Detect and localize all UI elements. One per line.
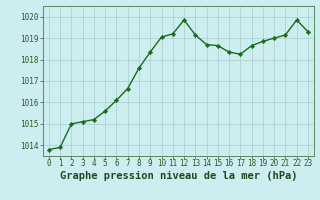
X-axis label: Graphe pression niveau de la mer (hPa): Graphe pression niveau de la mer (hPa) [60, 171, 297, 181]
